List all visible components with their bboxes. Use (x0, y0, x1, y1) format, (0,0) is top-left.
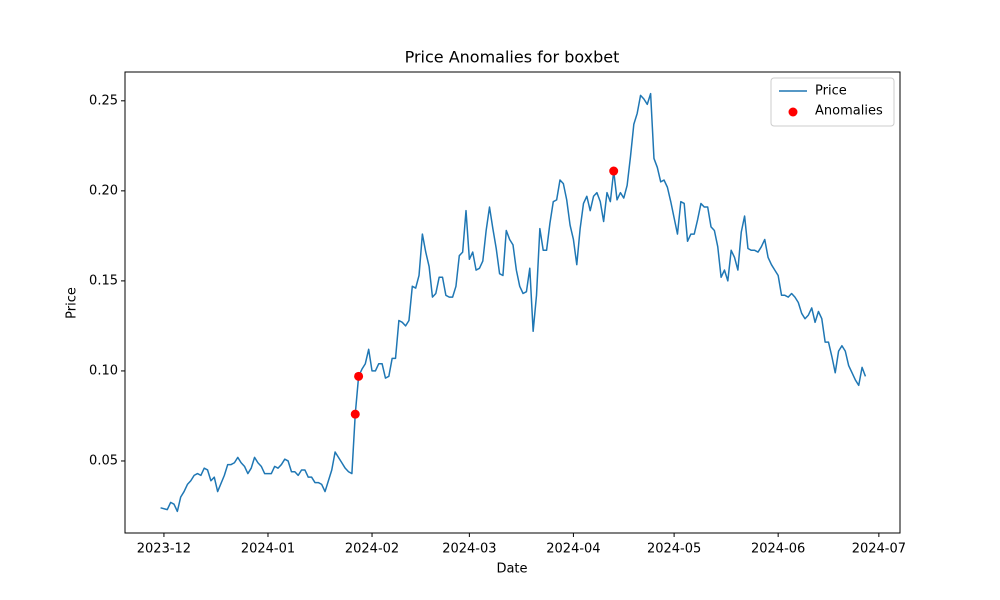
anomaly-point (609, 166, 619, 176)
x-tick-label: 2024-06 (751, 542, 805, 557)
x-axis-label: Date (496, 562, 527, 577)
x-tick-label: 2024-02 (345, 542, 399, 557)
y-tick-label: 0.10 (89, 363, 118, 378)
chart-title: Price Anomalies for boxbet (405, 48, 620, 67)
legend-box (770, 77, 895, 127)
anomaly-point (350, 409, 360, 419)
y-tick-label: 0.25 (89, 93, 118, 108)
x-tick-label: 2024-07 (852, 542, 906, 557)
y-tick-label: 0.05 (89, 453, 118, 468)
y-tick-label: 0.20 (89, 183, 118, 198)
anomaly-point (354, 371, 364, 381)
plot-frame (124, 71, 901, 534)
x-tick-label: 2024-04 (546, 542, 600, 557)
price-line (160, 92, 867, 513)
y-tick-label: 0.15 (89, 273, 118, 288)
x-tick-label: 2024-01 (241, 542, 295, 557)
x-tick-label: 2024-03 (442, 542, 496, 557)
legend-marker (788, 107, 798, 117)
y-axis-label: Price (65, 287, 80, 319)
legend-label: Price (815, 84, 847, 99)
legend-label: Anomalies (815, 104, 883, 119)
x-tick-label: 2024-05 (647, 542, 701, 557)
x-tick-label: 2023-12 (137, 542, 191, 557)
